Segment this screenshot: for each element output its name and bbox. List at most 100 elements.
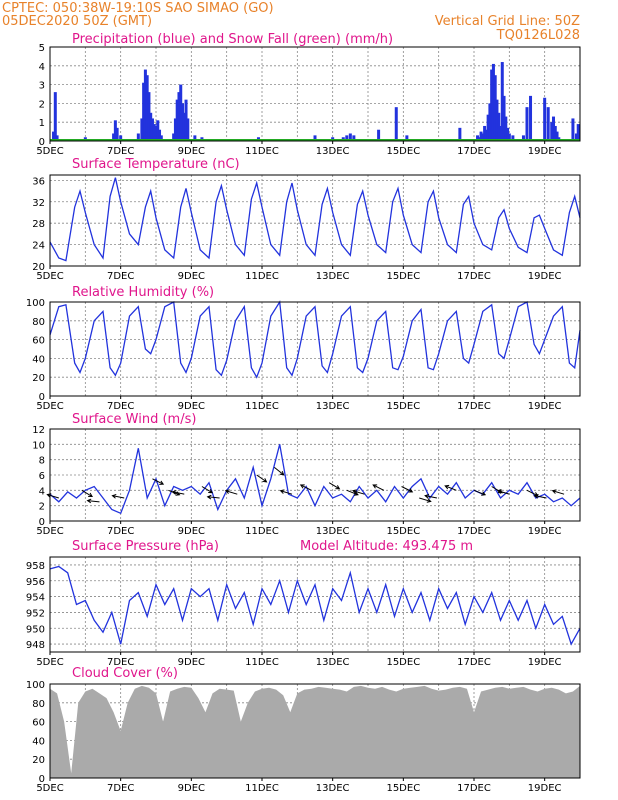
precip-bar [175,99,179,141]
precip-xtick-label: 9DEC [178,146,205,157]
precip-bar [313,135,317,141]
temp-xtick-label: 9DEC [178,271,205,282]
precip-xtick-label: 13DEC [316,146,350,157]
pressure-ytick-label: 954 [26,593,45,604]
wind-vector-arrow [274,466,285,476]
cloud-ytick-label: 40 [32,736,45,747]
pressure-ytick-label: 956 [26,577,45,588]
precip-bar [521,135,525,141]
rh-xtick-label: 13DEC [316,401,350,412]
header-grid-note: Vertical Grid Line: 50Z [435,14,580,29]
precip-bar [574,133,578,141]
wind-vector-arrow [551,489,565,495]
wind-vector-arrow [256,474,268,483]
pressure-ytick-label: 958 [26,561,45,572]
rh-xtick-label: 9DEC [178,401,205,412]
wind-ytick-label: 6 [39,471,45,482]
precip-ytick-label: 1 [39,118,45,129]
temp-ytick-label: 32 [32,198,45,209]
precip-bar [158,129,162,141]
precip-bar [504,116,508,141]
precip-bar [490,69,494,141]
precip-bar [506,127,510,141]
precip-bar [140,118,144,141]
wind-xtick-label: 7DEC [107,526,134,537]
wind-ytick-label: 2 [39,502,45,513]
wind-frame [49,428,581,522]
cloud-ytick-label: 60 [32,718,45,729]
temp-ytick-label: 36 [32,176,45,187]
wind-panel: Surface Wind (m/s) 0 2 4 6 8 10 12 5DEC 7DEC 9DEC… [32,412,581,537]
precip-xtick-label: 15DEC [386,146,420,157]
precip-bar [571,118,575,141]
precip-bar [152,124,156,141]
precip-bar [553,125,557,141]
pressure-xtick-label: 7DEC [107,657,134,668]
pressure-xtick-label: 13DEC [316,657,350,668]
cloud-ytick-label: 0 [39,774,45,785]
wind-vector-arrow [473,489,487,496]
precip-bar [555,131,559,141]
rh-xtick-label: 17DEC [457,401,491,412]
precip-ytick-label: 5 [39,43,45,54]
precip-bar [177,92,181,141]
pressure-xtick-label: 19DEC [528,657,562,668]
precip-bar [345,135,349,141]
precip-title: Precipitation (blue) and Snow Fall (gree… [72,32,393,47]
precip-bar [488,103,492,141]
pressure-ytick-label: 950 [26,624,45,635]
rh-series-line [49,300,581,379]
precip-bar [136,133,140,141]
wind-ytick-label: 8 [39,456,45,467]
wind-vector-arrow [401,486,414,493]
precip-bar [377,129,381,141]
precip-bar [546,107,550,141]
cloud-xtick-label: 15DEC [386,783,420,794]
precip-xtick-label: 5DEC [36,146,63,157]
pressure-ytick-label: 952 [26,608,45,619]
cloud-xtick-label: 19DEC [528,783,562,794]
precip-bar [486,114,490,141]
temp-xtick-label: 19DEC [528,271,562,282]
wind-vector-arrow [224,489,238,495]
cloud-xtick-label: 17DEC [457,783,491,794]
pressure-xtick-label: 15DEC [386,657,420,668]
wind-xtick-label: 5DEC [36,526,63,537]
precip-xtick-label: 11DEC [245,146,279,157]
pressure-title: Surface Pressure (hPa) [72,539,219,554]
wind-xtick-label: 13DEC [316,526,350,537]
pressure-xtick-label: 9DEC [178,657,205,668]
precip-bar [483,125,487,141]
precip-bar [479,131,483,141]
cloud-xtick-label: 7DEC [107,783,134,794]
precip-bar [576,124,580,141]
precip-ytick-label: 2 [39,99,45,110]
precip-xtick-label: 19DEC [528,146,562,157]
wind-xtick-label: 15DEC [386,526,420,537]
precip-bar [394,107,398,141]
wind-vector-arrow [152,478,165,485]
cloud-panel: Cloud Cover (%) 0 20 40 60 80 100 5DEC 7DEC 9DEC… [26,666,581,794]
wind-xtick-label: 17DEC [457,526,491,537]
cloud-frame [49,683,581,779]
precip-bar [476,135,480,141]
precip-bar [507,133,511,141]
precip-ytick-label: 3 [39,81,45,92]
rh-xtick-label: 7DEC [107,401,134,412]
wind-ytick-label: 10 [32,440,45,451]
precip-xtick-label: 7DEC [107,146,134,157]
pressure-ytick-label: 948 [26,640,45,651]
precip-bar [179,84,183,141]
cloud-ytick-label: 80 [32,699,45,710]
precip-bar [119,135,123,141]
wind-vector-arrow [111,493,125,499]
precip-bar [143,69,147,141]
rh-xtick-label: 19DEC [528,401,562,412]
temp-ytick-label: 28 [32,219,45,230]
wind-ytick-label: 0 [39,517,45,528]
temp-xtick-label: 11DEC [245,271,279,282]
wind-vector-arrow [201,486,214,494]
cloud-xtick-label: 11DEC [245,783,279,794]
wind-vector-arrow [299,484,312,491]
rh-xtick-label: 11DEC [245,401,279,412]
